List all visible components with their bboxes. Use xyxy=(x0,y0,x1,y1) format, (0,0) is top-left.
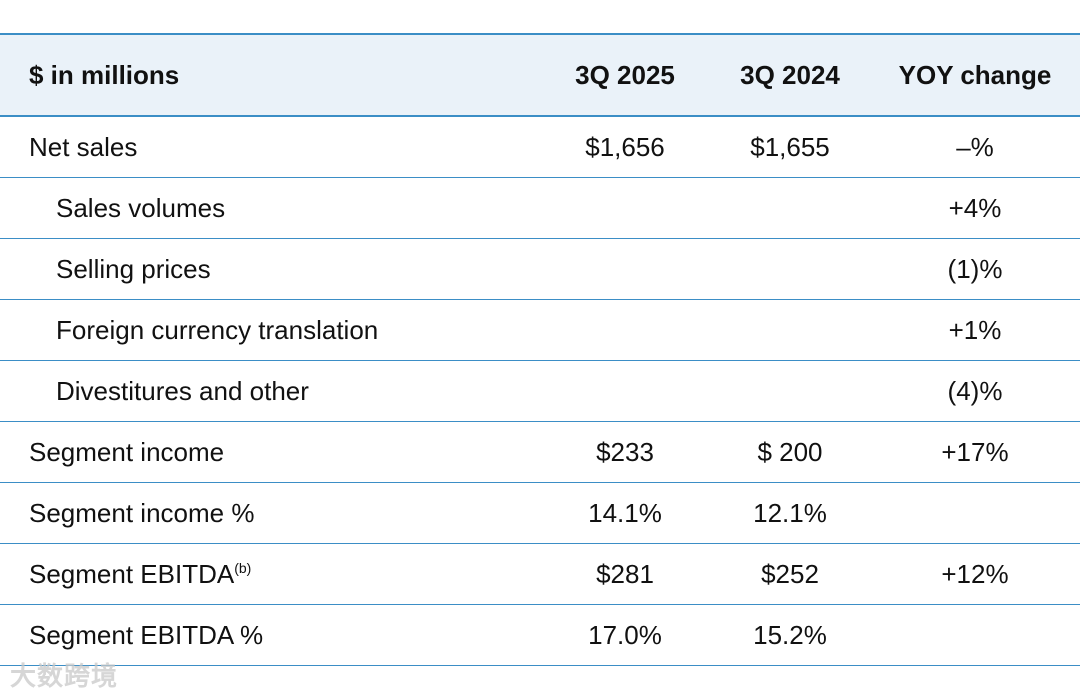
table-header: $ in millions 3Q 2025 3Q 2024 YOY change xyxy=(0,35,1080,117)
row-label: Foreign currency translation xyxy=(0,315,540,346)
row-label-text: Selling prices xyxy=(56,253,211,284)
value-3q2024: $252 xyxy=(761,558,819,589)
header-yoy: YOY change xyxy=(898,59,1052,90)
row-label: Net sales xyxy=(0,132,540,163)
table-row: Segment EBITDA(b) $281 $252 +12% xyxy=(0,544,1080,605)
row-label: Segment income % xyxy=(0,498,540,529)
row-label: Segment EBITDA(b) xyxy=(0,559,540,590)
value-3q2025: $281 xyxy=(596,558,654,589)
table-row: Foreign currency translation +1% xyxy=(0,300,1080,361)
table-row: Sales volumes +4% xyxy=(0,178,1080,239)
table-row: Net sales $1,656 $1,655 –% xyxy=(0,117,1080,178)
table-row: Segment EBITDA % 17.0% 15.2% xyxy=(0,605,1080,666)
footnote-ref: (b) xyxy=(234,559,252,576)
value-3q2024: $1,655 xyxy=(750,131,830,162)
table-row: Divestitures and other (4)% xyxy=(0,361,1080,422)
value-3q2024: 15.2% xyxy=(753,619,827,650)
row-label-text: Divestitures and other xyxy=(56,375,309,406)
table-row: Selling prices (1)% xyxy=(0,239,1080,300)
value-3q2024: $ 200 xyxy=(757,436,823,467)
row-label-text: Segment EBITDA xyxy=(29,558,235,589)
header-3q2024: 3Q 2024 xyxy=(740,59,840,90)
row-label: Sales volumes xyxy=(0,193,540,224)
value-3q2025: 17.0% xyxy=(588,619,662,650)
table-row: Segment income $233 $ 200 +17% xyxy=(0,422,1080,483)
value-yoy: +12% xyxy=(941,558,1009,589)
financial-table: $ in millions 3Q 2025 3Q 2024 YOY change… xyxy=(0,33,1080,666)
row-label: Selling prices xyxy=(0,254,540,285)
value-3q2025: 14.1% xyxy=(588,497,662,528)
table-row: Segment income % 14.1% 12.1% xyxy=(0,483,1080,544)
value-yoy: +4% xyxy=(948,192,1002,223)
row-label-text: Foreign currency translation xyxy=(56,314,379,345)
value-3q2024: 12.1% xyxy=(753,497,827,528)
value-yoy: +17% xyxy=(941,436,1009,467)
value-yoy: (4)% xyxy=(947,375,1003,406)
header-3q2025: 3Q 2025 xyxy=(575,59,675,90)
value-3q2025: $233 xyxy=(596,436,654,467)
row-label: Segment income xyxy=(0,437,540,468)
value-yoy: –% xyxy=(956,131,994,162)
value-yoy: +1% xyxy=(948,314,1002,345)
row-label: Segment EBITDA % xyxy=(0,620,540,651)
watermark: 大数跨境 xyxy=(10,661,119,691)
row-label-text: Segment income xyxy=(29,436,225,467)
value-3q2025: $1,656 xyxy=(585,131,665,162)
value-yoy: (1)% xyxy=(947,253,1003,284)
row-label-text: Sales volumes xyxy=(56,192,226,223)
row-label-text: Segment EBITDA % xyxy=(29,619,264,650)
row-label-text: Net sales xyxy=(29,131,138,162)
header-label: $ in millions xyxy=(29,59,180,90)
row-label-text: Segment income % xyxy=(29,497,255,528)
row-label: Divestitures and other xyxy=(0,376,540,407)
